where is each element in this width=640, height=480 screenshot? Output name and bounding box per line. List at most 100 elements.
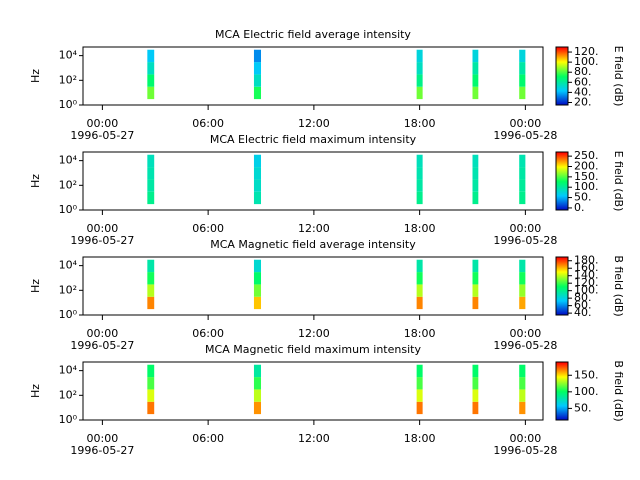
colorbar-cell [556, 308, 568, 310]
colorbar-cell [556, 261, 568, 263]
colorbar-cell [556, 177, 568, 179]
x-tick-label: 00:00 [510, 222, 542, 235]
colorbar-cell [556, 389, 568, 391]
colorbar-cell [556, 195, 568, 197]
y-tick-label: 10⁴ [59, 259, 78, 272]
y-axis-label: Hz [29, 279, 42, 293]
colorbar-cell [556, 81, 568, 83]
spectrogram-cell [519, 259, 526, 273]
x-tick-label: 06:00 [192, 432, 224, 445]
colorbar-cell [556, 208, 568, 210]
colorbar-cell [556, 192, 568, 194]
spectrogram-cell [416, 259, 423, 273]
spectrogram-cell [519, 284, 526, 297]
spectrogram-cell [472, 389, 479, 402]
colorbar-frame [555, 256, 569, 316]
colorbar-cell [556, 279, 568, 281]
x-tick-date: 1996-05-27 [70, 339, 134, 352]
colorbar-tick-label: 0. [574, 201, 585, 214]
colorbar-cell [556, 47, 568, 49]
spectrogram-cell [519, 377, 526, 390]
y-tick-label: 10⁴ [59, 154, 78, 167]
y-tick-label: 10² [59, 178, 77, 191]
spectrogram-cell [416, 179, 423, 192]
colorbar-cell [556, 88, 568, 90]
y-tick-label: 10⁴ [59, 364, 78, 377]
colorbar-tick-label: 80. [574, 65, 592, 78]
colorbar-cell [556, 394, 568, 396]
colorbar-cell [556, 380, 568, 382]
plot-frame [82, 361, 544, 421]
colorbar-cell [556, 49, 568, 51]
spectrogram-cell [147, 167, 155, 180]
colorbar-cell [556, 396, 568, 398]
colorbar-cell [556, 383, 568, 385]
colorbar-cell [556, 172, 568, 174]
colorbar-cell [556, 295, 568, 297]
spectrogram-cell [147, 62, 155, 75]
colorbar-cell [556, 293, 568, 295]
colorbar-cell [556, 167, 568, 169]
colorbar-cell [556, 160, 568, 162]
spectrogram-cell [472, 179, 479, 192]
colorbar-tick-label: 140. [574, 269, 599, 282]
spectrogram-cell [416, 62, 423, 75]
colorbar-cell [556, 286, 568, 288]
x-tick-label: 00:00 [87, 117, 119, 130]
colorbar-frame [555, 151, 569, 211]
colorbar-cell [556, 302, 568, 304]
colorbar-cell [556, 367, 568, 369]
colorbar-cell [556, 91, 568, 93]
colorbar-cell [556, 204, 568, 206]
colorbar-cell [556, 375, 568, 377]
colorbar-cell [556, 282, 568, 284]
colorbar-cell [556, 403, 568, 405]
colorbar-cell [556, 382, 568, 384]
spectrogram-cell [416, 86, 423, 100]
colorbar-cell [556, 161, 568, 163]
colorbar-cell [556, 188, 568, 190]
colorbar-cell [556, 303, 568, 305]
colorbar-cell [556, 50, 568, 52]
colorbar-cell [556, 175, 568, 177]
spectrogram-cell [253, 401, 262, 415]
x-tick-label: 00:00 [510, 432, 542, 445]
x-tick-label: 00:00 [87, 432, 119, 445]
spectrogram-cell [519, 154, 526, 168]
colorbar-cell [556, 51, 568, 53]
colorbar-cell [556, 416, 568, 418]
y-tick-label: 10⁰ [59, 413, 78, 426]
colorbar-cell [556, 268, 568, 270]
colorbar-cell [556, 191, 568, 193]
colorbar-cell [556, 386, 568, 388]
colorbar-cell [556, 166, 568, 168]
colorbar-cell [556, 70, 568, 72]
colorbar-cell [556, 408, 568, 410]
spectrogram-cell [147, 154, 155, 168]
colorbar-cell [556, 54, 568, 56]
colorbar-cell [556, 66, 568, 68]
colorbar-cell [556, 76, 568, 78]
colorbar-cell [556, 199, 568, 201]
spectrogram-cell [472, 191, 479, 205]
colorbar-cell [556, 263, 568, 265]
spectrogram-cell [472, 154, 479, 168]
colorbar-cell [556, 266, 568, 268]
x-tick-date: 1996-05-27 [70, 444, 134, 457]
colorbar-cell [556, 71, 568, 73]
colorbar-cell [556, 165, 568, 167]
spectrogram-cell [472, 167, 479, 180]
colorbar-cell [556, 364, 568, 366]
colorbar-tick-label: 250. [574, 149, 599, 162]
colorbar-cell [556, 159, 568, 161]
colorbar-cell [556, 385, 568, 387]
colorbar-cell [556, 153, 568, 155]
spectrogram-cell [253, 364, 262, 378]
colorbar-cell [556, 300, 568, 302]
colorbar-cell [556, 184, 568, 186]
colorbar-cell [556, 304, 568, 306]
colorbar-cell [556, 418, 568, 420]
colorbar-cell [556, 401, 568, 403]
spectrogram-cell [472, 86, 479, 100]
